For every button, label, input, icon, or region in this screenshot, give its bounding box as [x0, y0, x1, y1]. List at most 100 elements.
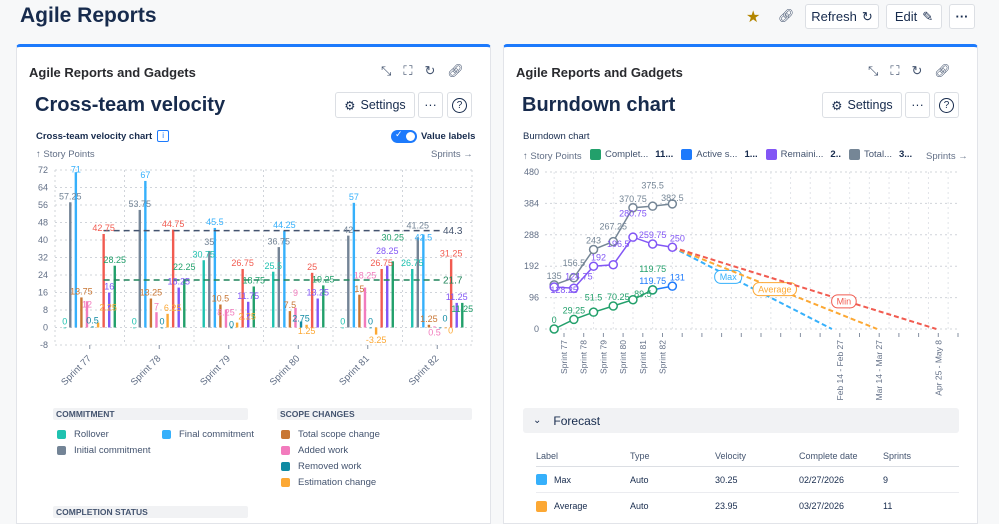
bar-value-label: 57.25	[59, 191, 82, 201]
data-point	[628, 294, 638, 305]
bar-value-label: 35	[204, 237, 214, 247]
bar-value-label: 2.25	[238, 312, 256, 322]
star-icon[interactable]: ★	[746, 9, 761, 26]
y-tick-label: 0	[534, 324, 539, 334]
data-point	[608, 259, 618, 270]
bar-value-label: 2.75	[292, 314, 310, 324]
legend-item[interactable]: Remaini... 2..	[765, 149, 841, 160]
row-label: Average	[554, 501, 588, 511]
refresh-icon[interactable]: ↻	[424, 63, 436, 78]
bar-value-label: 0	[62, 317, 67, 327]
x-tick-label: Feb 14 - Feb 27	[835, 340, 845, 401]
legend-label: Added work	[298, 445, 349, 456]
bar-value-label: 71	[71, 164, 81, 174]
data-point	[569, 283, 579, 293]
bar-value-label: 11.25	[451, 304, 473, 314]
settings-button[interactable]: ⚙ Settings	[822, 92, 902, 118]
bar-value-label: 12	[82, 299, 92, 309]
legend-label: Complet...	[605, 149, 649, 160]
legend-value: 2..	[830, 149, 841, 160]
bar	[455, 302, 458, 328]
legend-swatch	[281, 430, 290, 439]
data-label: 370.75	[619, 194, 647, 204]
refresh-icon[interactable]: ↻	[911, 63, 923, 78]
link-icon[interactable]: 🔗︎	[934, 63, 951, 78]
edit-button[interactable]: Edit ✎	[886, 4, 942, 29]
forecast-section-toggle[interactable]: ⌄ Forecast	[523, 408, 959, 433]
legend-item[interactable]: Total... 3...	[848, 149, 912, 160]
bar-value-label: 1.25	[420, 314, 438, 324]
x-tick-label: Sprint 82	[658, 340, 668, 374]
bar-value-label: 22.25	[173, 262, 196, 272]
legend-label: Initial commitment	[74, 445, 151, 456]
refresh-button[interactable]: Refresh ↻	[805, 4, 879, 29]
info-icon[interactable]: i	[157, 130, 170, 142]
bar-value-label: 0	[443, 314, 448, 324]
data-point	[588, 261, 599, 271]
legend-swatch	[281, 446, 290, 455]
help-button[interactable]: ?	[447, 92, 472, 118]
forecast-label-text: Max	[720, 272, 738, 282]
more-button[interactable]: ···	[905, 92, 930, 118]
bar	[133, 327, 136, 329]
bar	[288, 311, 292, 328]
settings-button[interactable]: ⚙ Settings	[335, 92, 415, 118]
chart-title: Cross-team velocity chart	[36, 130, 153, 142]
x-tick-label: Sprint 79	[198, 353, 233, 388]
bar	[277, 247, 280, 328]
bar	[113, 265, 116, 328]
row-label: Max	[554, 474, 572, 485]
minimize-icon[interactable]: ⤡	[381, 63, 392, 78]
data-point	[608, 301, 618, 311]
bar	[213, 227, 217, 328]
data-label: 280.75	[619, 208, 647, 218]
x-tick-label: Sprint 77	[559, 340, 569, 374]
minimize-icon[interactable]: ⤡	[868, 63, 879, 78]
bar	[294, 307, 297, 328]
bar-value-label: 6.25	[164, 303, 182, 313]
row-sprints: 9	[883, 474, 889, 485]
data-point	[608, 236, 618, 247]
y-tick-label: 192	[524, 261, 539, 271]
more-button[interactable]: ···	[949, 4, 975, 29]
bar-value-label: 10.5	[212, 294, 230, 304]
legend-item[interactable]: Active s... 1...	[681, 149, 758, 160]
bar	[444, 327, 447, 329]
bar	[322, 285, 325, 328]
bar-value-label: 9	[293, 288, 298, 298]
bar	[310, 272, 314, 328]
fullscreen-icon[interactable]: ⛶	[890, 63, 900, 78]
bar	[299, 321, 303, 328]
legend-item[interactable]: Complet... 11...	[590, 149, 673, 160]
value-labels-toggle[interactable]: ✓	[391, 129, 417, 143]
y-tick-label: 64	[38, 183, 48, 193]
row-sprints: 11	[883, 501, 893, 511]
fullscreen-icon[interactable]: ⛶	[403, 63, 413, 78]
bar	[219, 304, 222, 328]
forecast-label: Average	[752, 282, 797, 297]
x-tick-label: Apr 25 - May 8	[933, 340, 943, 396]
y-axis-label: ↑ Story Points	[523, 151, 582, 162]
column-header: Velocity	[715, 451, 747, 461]
bar	[166, 313, 169, 328]
gear-icon: ⚙	[344, 98, 356, 113]
value-labels-label: Value labels	[421, 131, 476, 142]
bar-value-label: 0.5	[86, 316, 99, 326]
data-label: 192	[591, 252, 606, 262]
data-point	[647, 201, 658, 211]
x-tick-label: Sprint 77	[59, 353, 94, 388]
bar	[138, 209, 141, 328]
legend-item: Added work	[281, 445, 348, 456]
x-tick-label: Mar 14 - Mar 27	[874, 340, 884, 401]
x-tick-label: Sprint 81	[337, 353, 372, 388]
link-icon[interactable]: 🔗︎	[778, 8, 795, 23]
data-label: 128.25	[550, 285, 578, 295]
link-icon[interactable]: 🔗︎	[447, 63, 464, 78]
bar	[374, 327, 378, 335]
bar-value-label: 11.25	[446, 292, 468, 302]
more-button[interactable]: ···	[418, 92, 443, 118]
help-button[interactable]: ?	[934, 92, 959, 118]
bar-value-label: 13.25	[140, 288, 163, 298]
bar	[391, 261, 394, 328]
